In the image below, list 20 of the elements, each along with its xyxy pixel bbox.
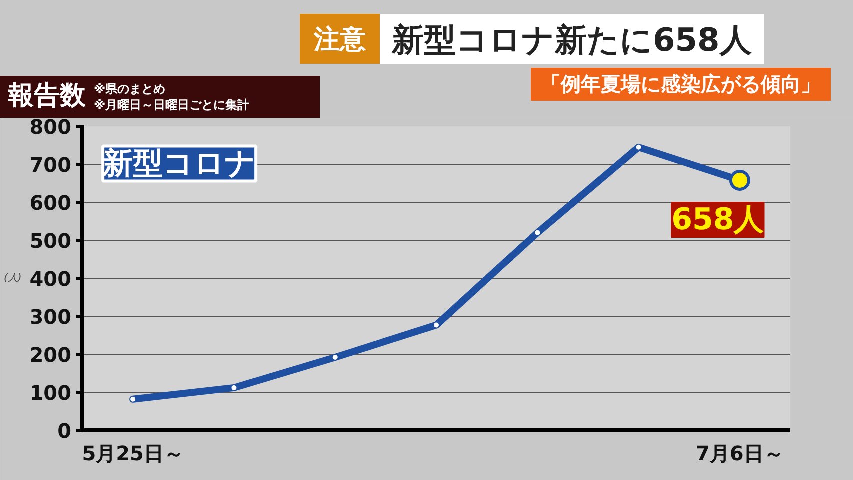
text: 新型コロナ <box>102 146 256 182</box>
y-tick-label: 300 <box>30 305 72 329</box>
text: 報告数 <box>7 80 87 114</box>
y-tick-label: 500 <box>30 229 72 253</box>
text: ※県のまとめ <box>94 82 166 96</box>
chart-subtitle: 「例年夏場に感染広がる傾向」 <box>531 68 831 101</box>
y-tick-label: 100 <box>30 381 72 405</box>
x-tick-label: 7月6日～ <box>696 442 784 466</box>
y-tick-label: 800 <box>30 115 72 139</box>
y-tick-label: 700 <box>30 153 72 177</box>
chart-title: 新型コロナ新たに658人 <box>380 14 764 64</box>
y-tick-label: 0 <box>58 419 72 443</box>
x-tick-label: 5月25日～ <box>82 442 184 466</box>
y-tick-label: 200 <box>30 343 72 367</box>
y-tick-label: 400 <box>30 267 72 291</box>
y-axis-title: (人) <box>4 273 22 284</box>
text: 注意 <box>300 14 380 64</box>
text: ※月曜日～日曜日ごとに集計 <box>94 98 250 112</box>
y-tick-label: 600 <box>30 191 72 215</box>
data-label: 658人 <box>672 202 766 238</box>
